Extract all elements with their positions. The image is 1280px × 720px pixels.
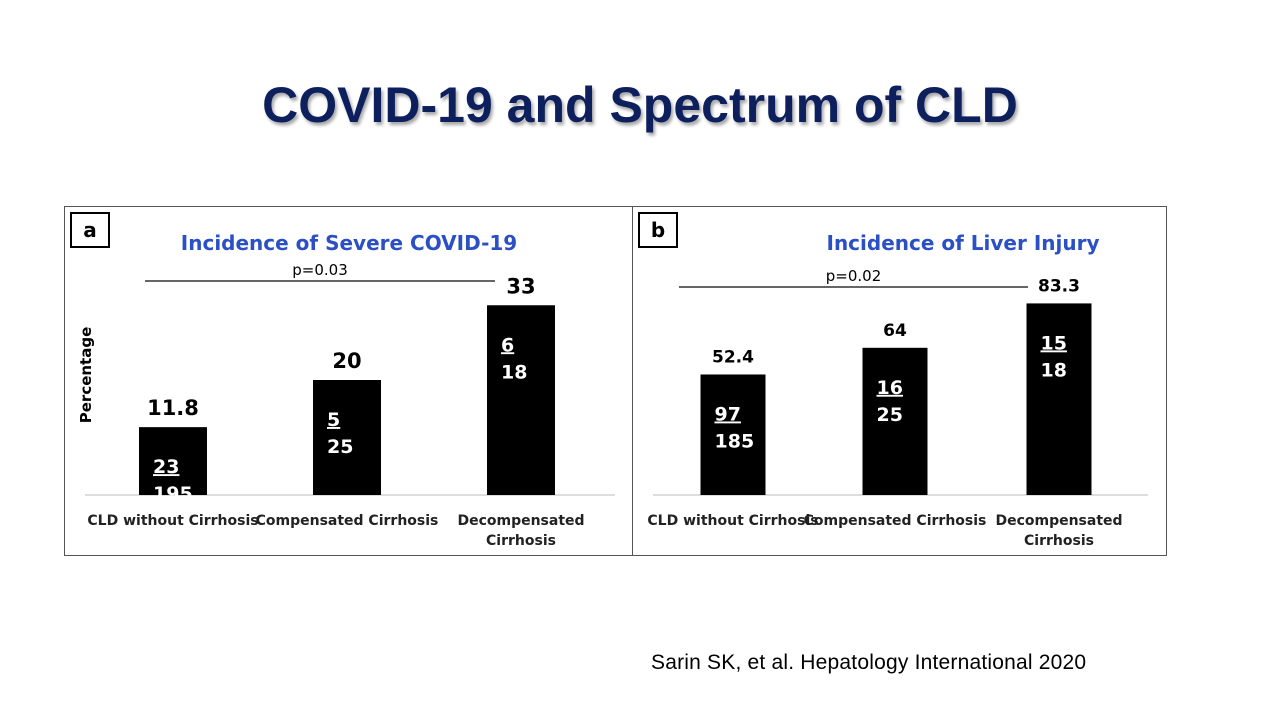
y-axis-label: Percentage [77, 327, 95, 424]
bar [862, 347, 928, 495]
category-label: CLD without Cirrhosis [87, 513, 258, 529]
bar-numerator: 16 [877, 377, 903, 399]
bar [700, 374, 766, 495]
chart-severe-covid: a Incidence of Severe COVID-19 p=0.03 Perce… [70, 212, 615, 549]
bar-value-label: 83.3 [1038, 276, 1080, 296]
panel-label-box [70, 212, 110, 248]
bar-denominator: 18 [1041, 359, 1067, 381]
panel-label: a [83, 218, 97, 242]
panel-label-box [638, 212, 678, 248]
bar-denominator: 195 [153, 483, 193, 505]
panel-b: b Incidence of Liver Injury p=0.02 52.4 97 18… [632, 206, 1167, 556]
bar [487, 305, 555, 495]
slide-title: COVID-19 and Spectrum of CLD [262, 77, 1018, 133]
figure: a Incidence of Severe COVID-19 p=0.03 Perce… [64, 206, 1167, 558]
bar-denominator: 25 [327, 436, 353, 458]
bar-denominator: 25 [877, 404, 903, 426]
bar-value-label: 11.8 [147, 396, 199, 420]
bar-value-label: 20 [332, 349, 361, 373]
bar-denominator: 185 [715, 430, 755, 452]
category-label: CLD without Cirrhosis [647, 513, 818, 529]
chart-liver-injury: b Incidence of Liver Injury p=0.02 52.4 97 18… [638, 212, 1148, 549]
bar-value-label: 33 [506, 274, 535, 298]
bar-numerator: 5 [327, 409, 340, 431]
bar [313, 380, 381, 495]
p-value-label: p=0.03 [292, 261, 348, 279]
citation: Sarin SK, et al. Hepatology Internationa… [651, 651, 1087, 674]
category-label: Cirrhosis [486, 533, 556, 549]
bar [139, 427, 207, 495]
category-label: Cirrhosis [1024, 533, 1094, 549]
bar-numerator: 23 [153, 456, 179, 478]
category-label: Compensated Cirrhosis [804, 513, 987, 529]
p-value-label: p=0.02 [826, 267, 882, 285]
bar-numerator: 6 [501, 334, 514, 356]
category-label: Compensated Cirrhosis [256, 513, 439, 529]
bar-numerator: 97 [715, 403, 741, 425]
bar-value-label: 64 [883, 321, 907, 341]
panel-a: a Incidence of Severe COVID-19 p=0.03 Perce… [64, 206, 634, 556]
category-label: Decompensated [457, 513, 584, 529]
panel-label: b [651, 218, 665, 242]
chart-title: Incidence of Severe COVID-19 [181, 231, 517, 255]
bar [1026, 303, 1092, 495]
bar-value-label: 52.4 [712, 347, 754, 367]
bar-numerator: 15 [1041, 332, 1067, 354]
bar-denominator: 18 [501, 361, 527, 383]
chart-title: Incidence of Liver Injury [827, 231, 1100, 255]
category-label: Decompensated [995, 513, 1122, 529]
